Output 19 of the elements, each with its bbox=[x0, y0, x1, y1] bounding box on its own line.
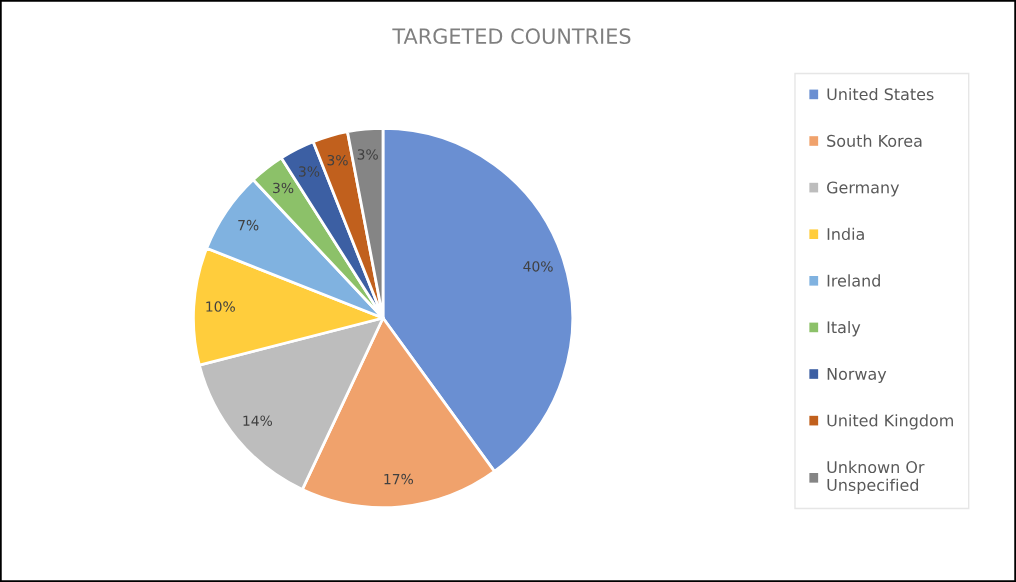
data-label: 3% bbox=[273, 182, 294, 194]
legend-label: United Kingdom bbox=[827, 414, 953, 430]
data-label: 14% bbox=[243, 415, 273, 426]
data-label: 40% bbox=[523, 261, 553, 272]
legend-label: United States bbox=[827, 87, 934, 101]
legend-label: Germany bbox=[827, 181, 900, 197]
legend-label: South Korea bbox=[827, 134, 922, 147]
legend-label: Unknown Or Unspecified bbox=[827, 460, 925, 495]
data-label: 7% bbox=[238, 219, 259, 231]
data-label: 17% bbox=[384, 473, 414, 485]
chart-title: TARGETED COUNTRIES bbox=[392, 28, 631, 45]
data-label: 10% bbox=[206, 301, 235, 312]
data-label: 3% bbox=[327, 154, 348, 166]
legend-label: India bbox=[827, 227, 864, 241]
data-label: 3% bbox=[299, 166, 320, 177]
legend-label: Italy bbox=[827, 320, 861, 337]
legend-label: Norway bbox=[827, 368, 887, 383]
legend-label: Ireland bbox=[827, 274, 880, 287]
data-label: 3% bbox=[357, 149, 378, 160]
